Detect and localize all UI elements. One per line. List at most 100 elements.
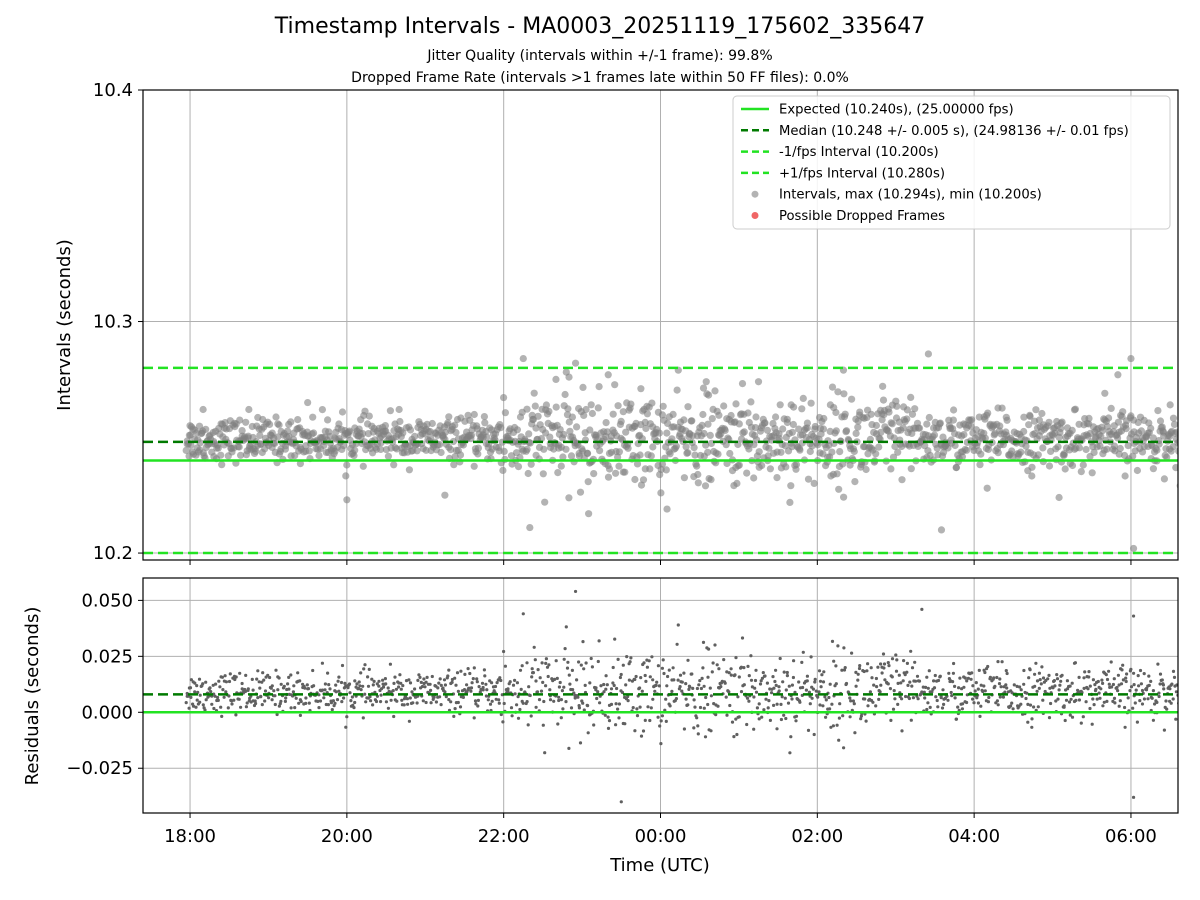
interval-point — [1035, 416, 1043, 424]
interval-point — [1022, 442, 1030, 450]
interval-point — [772, 413, 780, 421]
residual-point — [1022, 682, 1026, 686]
interval-point — [614, 402, 622, 410]
residual-point — [678, 673, 683, 677]
interval-point — [481, 419, 489, 427]
interval-point — [451, 421, 459, 429]
interval-point — [275, 421, 283, 429]
interval-point — [708, 415, 716, 423]
residual-point — [1087, 670, 1091, 674]
interval-point — [467, 431, 476, 439]
interval-point — [879, 396, 888, 404]
interval-point — [441, 428, 449, 436]
residual-point — [201, 703, 205, 707]
residual-point — [525, 661, 529, 665]
residual-point — [320, 688, 325, 692]
residual-point — [891, 707, 896, 711]
residual-point — [442, 678, 447, 682]
residual-point — [363, 692, 367, 696]
interval-point — [727, 411, 735, 420]
residual-point — [686, 658, 690, 662]
interval-point — [202, 425, 210, 433]
residual-point — [1062, 704, 1066, 708]
residual-point — [477, 685, 481, 689]
residual-point — [667, 668, 671, 672]
residual-point — [936, 678, 941, 683]
residual-point — [1030, 717, 1034, 721]
residual-point — [1164, 699, 1168, 703]
interval-point — [923, 420, 931, 428]
residual-point — [1056, 697, 1060, 701]
interval-point — [834, 388, 842, 396]
residual-point — [579, 663, 583, 667]
interval-point — [723, 459, 731, 468]
residual-point — [1068, 684, 1072, 688]
residual-point — [658, 724, 662, 728]
residual-point — [287, 687, 291, 691]
residual-point — [876, 665, 880, 669]
interval-point — [841, 410, 849, 418]
residual-point — [988, 675, 993, 680]
interval-point — [621, 468, 629, 476]
residual-point — [866, 704, 870, 708]
residual-point — [1079, 721, 1083, 725]
interval-point — [925, 413, 933, 422]
residual-point — [361, 716, 365, 720]
residual-point — [446, 674, 450, 678]
residual-point — [516, 695, 520, 699]
residual-point — [282, 684, 286, 688]
residual-point — [882, 666, 886, 670]
residual-point — [475, 677, 479, 681]
residual-point — [923, 696, 927, 700]
residual-point — [998, 695, 1002, 699]
residual-point — [273, 694, 277, 698]
residual-point — [780, 695, 784, 699]
residual-point — [569, 706, 574, 710]
residual-point — [659, 719, 663, 723]
residual-point — [879, 662, 883, 666]
residual-point — [848, 715, 852, 719]
interval-point — [537, 435, 546, 443]
residual-point — [950, 694, 954, 698]
residual-point — [730, 720, 735, 724]
interval-points — [182, 350, 1178, 553]
chart-subtitle-jitter: Jitter Quality (intervals within +/-1 fr… — [427, 48, 773, 64]
residual-point — [470, 681, 474, 685]
interval-point — [903, 415, 911, 423]
residual-point — [458, 705, 463, 709]
residual-point — [616, 707, 620, 711]
interval-point — [755, 448, 763, 456]
x-tick-label: 20:00 — [321, 826, 373, 847]
residual-point — [719, 685, 723, 689]
residual-point — [597, 639, 601, 643]
residual-point — [747, 699, 751, 703]
interval-point — [950, 406, 958, 414]
residual-point — [641, 729, 646, 733]
residual-point — [1094, 687, 1098, 691]
interval-point — [568, 413, 577, 421]
residual-point — [1168, 687, 1172, 691]
interval-point — [513, 426, 522, 434]
residual-point — [420, 684, 425, 689]
residual-point — [374, 699, 379, 704]
residual-point — [531, 671, 536, 675]
residual-point — [900, 729, 904, 733]
interval-point — [787, 401, 795, 409]
residual-point — [1180, 668, 1183, 671]
residual-point — [732, 735, 736, 739]
residual-point — [1101, 704, 1105, 708]
residual-point — [832, 659, 836, 663]
interval-point — [580, 411, 588, 419]
residual-point — [289, 673, 293, 677]
residual-point — [227, 694, 231, 698]
residual-point — [961, 702, 965, 706]
residual-point — [218, 685, 222, 689]
interval-point — [526, 523, 534, 532]
interval-point — [631, 475, 639, 484]
interval-point — [582, 405, 590, 414]
residual-point — [785, 674, 790, 678]
interval-point — [413, 447, 421, 455]
residual-point — [240, 687, 244, 691]
residual-point — [330, 708, 334, 712]
residual-point — [1011, 707, 1015, 711]
